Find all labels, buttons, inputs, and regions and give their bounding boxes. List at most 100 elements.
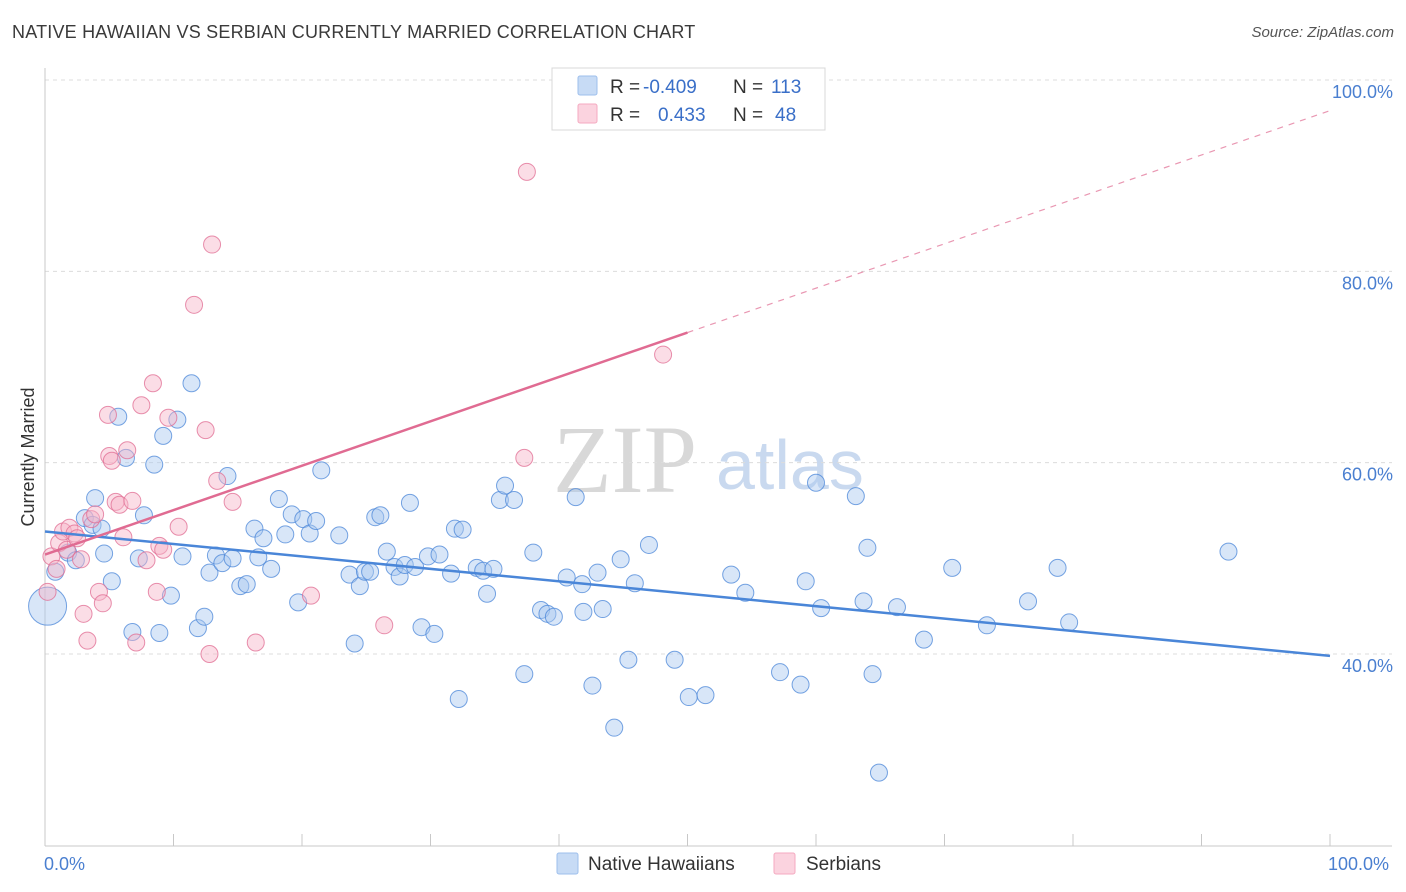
serbian-point (38, 582, 57, 601)
serbian-point (169, 517, 188, 536)
native-hawaiian-point (154, 426, 173, 445)
native-hawaiian-point (593, 600, 612, 619)
series-native-hawaiians (28, 374, 1238, 782)
serbian-point (123, 491, 142, 510)
native-hawaiian-point (977, 616, 996, 635)
trend-line-serbians-extension (687, 110, 1331, 334)
serbian-point (98, 405, 117, 424)
native-hawaiian-point (943, 558, 962, 577)
native-hawaiian-point (237, 575, 256, 594)
native-hawaiian-point (350, 577, 369, 596)
native-hawaiian-point (28, 586, 68, 626)
native-hawaiian-point (83, 515, 102, 534)
serbian-point (47, 559, 66, 578)
native-hawaiian-point (566, 488, 585, 507)
native-hawaiian-point (619, 650, 638, 669)
native-hawaiian-point (173, 547, 192, 566)
x-ticks (44, 834, 1331, 846)
y-tick-labels: 40.0% 60.0% 80.0% 100.0% (1332, 82, 1393, 676)
serbian-point (102, 451, 121, 470)
serbian-point (654, 345, 673, 364)
native-hawaiian-point (854, 592, 873, 611)
native-hawaiian-point (679, 688, 698, 707)
series-serbians (38, 162, 673, 663)
serbian-point (147, 582, 166, 601)
native-hawaiian-point (887, 598, 906, 617)
trend-line-native-hawaiians (44, 530, 1331, 658)
native-hawaiian-point (863, 665, 882, 684)
native-hawaiian-point (218, 467, 237, 486)
native-hawaiian-point (66, 551, 85, 570)
native-hawaiian-point (914, 630, 933, 649)
native-hawaiian-point (282, 505, 301, 524)
trend-lines (44, 110, 1331, 658)
native-hawaiian-point (490, 490, 509, 509)
native-hawaiian-point (188, 619, 207, 638)
native-hawaiian-point (1219, 542, 1238, 561)
native-hawaiian-point (254, 529, 273, 548)
y-tick-label-40: 40.0% (1342, 656, 1393, 676)
serbian-point (185, 295, 204, 314)
native-hawaiian-point (307, 512, 326, 531)
native-hawaiian-point (807, 473, 825, 492)
native-hawaiian-point (736, 583, 755, 602)
native-hawaiian-point (340, 565, 359, 584)
native-hawaiian-point (200, 563, 219, 582)
native-hawaiian-point (445, 519, 464, 538)
serbian-point (60, 518, 79, 537)
native-hawaiian-point (182, 374, 201, 393)
native-hawaiian-point (639, 535, 658, 554)
serbian-point (515, 448, 534, 467)
native-hawaiian-point (544, 607, 563, 626)
serbian-point (100, 446, 119, 465)
source-credit: Source: ZipAtlas.com (1251, 24, 1394, 41)
legend-n-label-2: N = (733, 105, 763, 126)
native-hawaiian-point (418, 547, 437, 566)
legend-bottom-label-serbians: Serbians (806, 854, 881, 875)
y-tick-label-80: 80.0% (1342, 273, 1393, 293)
serbian-point (208, 471, 227, 490)
legend-r-label-1: R = (610, 77, 640, 98)
serbian-point (74, 604, 93, 623)
legend-series: Native Hawaiians Serbians (556, 852, 881, 875)
serbian-point (86, 505, 105, 524)
legend-r-value-1: -0.409 (643, 77, 697, 98)
serbian-point (223, 492, 242, 511)
native-hawaiian-point (161, 586, 180, 605)
serbian-point (89, 582, 108, 601)
native-hawaiian-point (231, 577, 250, 596)
native-hawaiian-point (574, 602, 593, 621)
legend-stats: R = -0.409 N = 113 R = 0.433 N = 48 (551, 67, 826, 131)
x-tick-label-min: 0.0% (44, 854, 85, 874)
legend-n-value-1: 113 (771, 77, 801, 98)
y-tick-label-100: 100.0% (1332, 82, 1393, 102)
native-hawaiian-point (771, 663, 790, 682)
serbian-point (132, 396, 151, 415)
native-hawaiian-point (223, 549, 242, 568)
serbian-point (137, 551, 156, 570)
native-hawaiian-point (123, 622, 142, 641)
serbian-point (127, 633, 146, 652)
serbian-point (246, 633, 265, 652)
native-hawaiian-point (276, 525, 295, 544)
legend-n-value-2: 48 (775, 105, 796, 126)
serbian-point (78, 631, 97, 650)
serbian-point (154, 540, 173, 559)
serbian-point (114, 528, 133, 547)
serbian-point (93, 594, 112, 613)
native-hawaiian-point (449, 689, 468, 708)
native-hawaiian-point (791, 675, 810, 694)
serbian-point (118, 441, 137, 460)
native-hawaiian-point (46, 562, 65, 581)
native-hawaiian-point (269, 490, 288, 509)
native-hawaiian-point (505, 490, 524, 509)
native-hawaiian-point (588, 563, 607, 582)
native-hawaiian-point (390, 567, 409, 586)
native-hawaiian-point (665, 650, 684, 669)
native-hawaiian-point (377, 542, 396, 561)
serbian-point (203, 235, 222, 254)
serbian-point (200, 645, 219, 663)
native-hawaiian-point (262, 559, 281, 578)
native-hawaiian-point (312, 461, 331, 480)
